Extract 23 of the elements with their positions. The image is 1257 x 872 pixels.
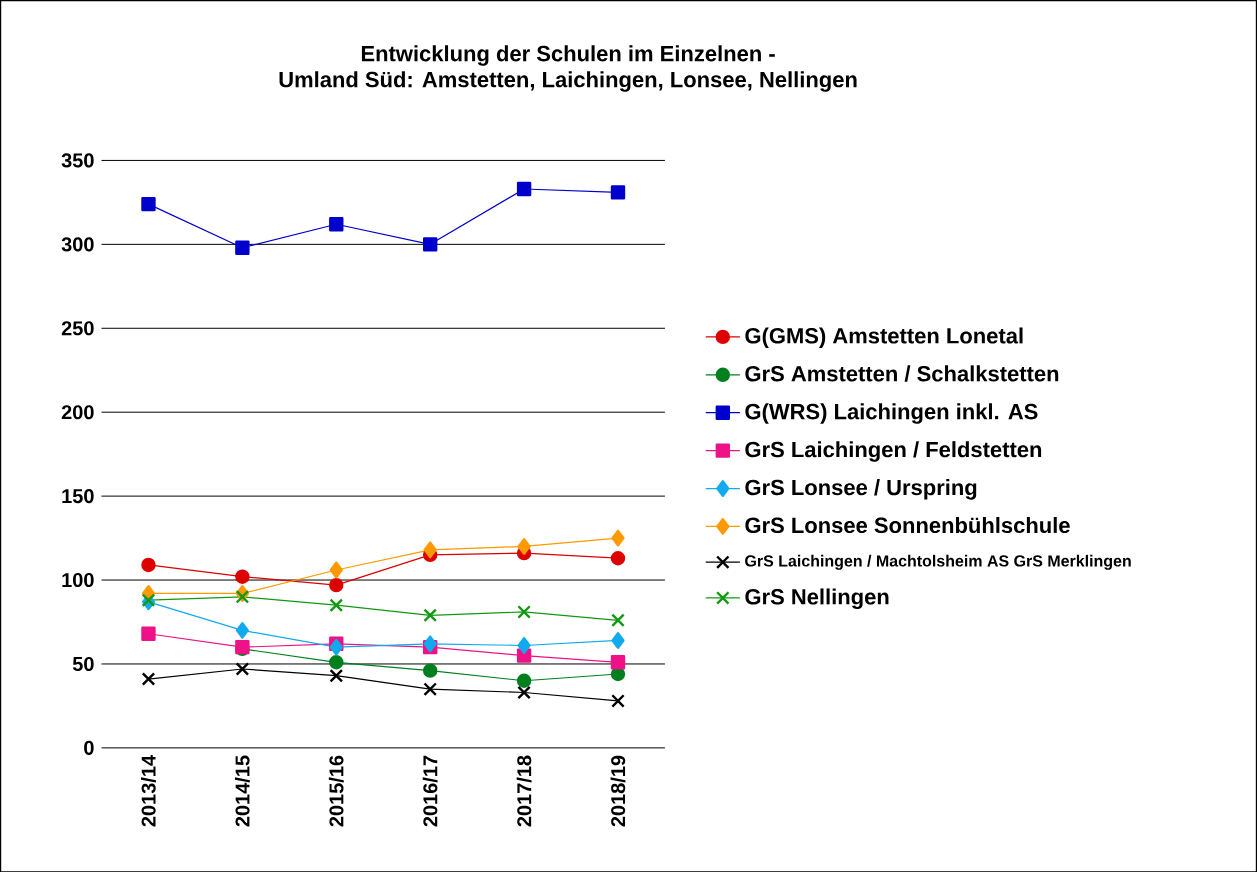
y-tick-label: 50 (72, 656, 94, 671)
legend-label: GrS Laichingen / Feldstetten (745, 441, 1042, 462)
legend-label: G(GMS) Amstetten Lonetal (745, 327, 1023, 348)
legend-label: GrS Amstetten / Schalkstetten (745, 365, 1059, 382)
y-tick-label: 300 (61, 237, 94, 252)
x-tick-label: 2014/15 (234, 755, 250, 827)
legend-label: GrS Nellingen (745, 588, 889, 609)
legend-label: G(WRS) Laichingen inkl. AS (745, 403, 1038, 424)
legend-label: GrS Laichingen / Machtolsheim AS GrS Merklingen (745, 554, 1131, 570)
legend-label: GrS Lonsee Sonnenbühlschule (745, 516, 1070, 533)
x-tick-label: 2016/17 (422, 755, 438, 827)
y-tick-label: 150 (62, 488, 94, 504)
x-tick-label: 2013/14 (141, 754, 156, 827)
y-tick-label: 100 (62, 572, 94, 587)
chart-title: Entwicklung der Schulen im Einzelnen - Umland Süd: Amstetten, Laichingen, Lonsee, Nellingen (279, 45, 857, 92)
x-tick-label: 2018/19 (610, 755, 626, 827)
x-tick-label: 2015/16 (328, 755, 344, 827)
y-tick-label: 350 (61, 153, 94, 168)
y-tick-label: 0 (84, 740, 94, 755)
x-tick-label: 2017/18 (516, 755, 532, 827)
y-tick-label: 250 (61, 321, 94, 336)
y-tick-label: 200 (61, 404, 94, 420)
legend-label: GrS Lonsee / Urspring (745, 478, 977, 500)
